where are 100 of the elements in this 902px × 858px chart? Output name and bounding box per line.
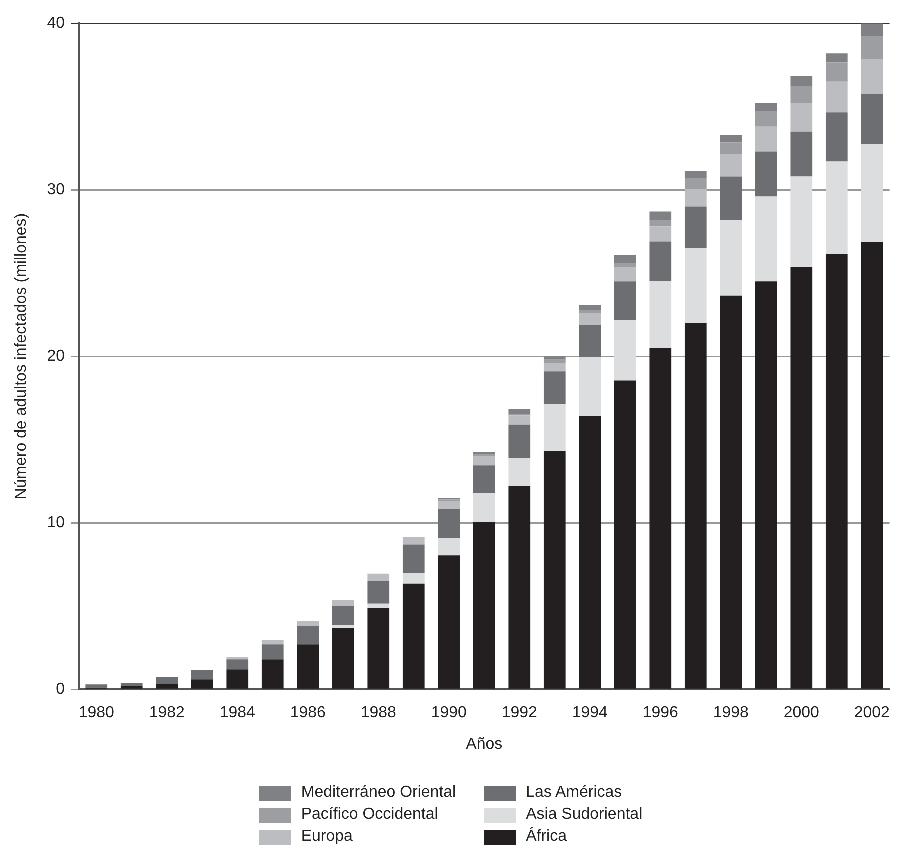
bar	[226, 657, 249, 660]
bar	[332, 600, 354, 606]
bar	[720, 142, 742, 154]
bar	[156, 677, 178, 684]
bar	[650, 220, 672, 227]
bar	[720, 154, 742, 177]
bar	[332, 628, 354, 689]
y-tick-label: 10	[47, 514, 66, 532]
bar	[826, 62, 848, 82]
bar	[861, 24, 884, 36]
bar	[368, 608, 390, 689]
x-tick-label: 1984	[220, 704, 256, 722]
y-tick-label: 20	[47, 348, 66, 366]
bar	[861, 59, 884, 94]
bar	[826, 112, 848, 162]
bar	[402, 537, 425, 545]
bar	[368, 581, 390, 604]
legend-label: Mediterráneo Oriental	[301, 784, 456, 802]
bar	[614, 380, 636, 689]
bar	[262, 644, 284, 660]
bar	[790, 104, 813, 132]
bar	[368, 604, 390, 608]
bar	[473, 456, 496, 466]
x-tick-label: 1980	[78, 704, 115, 722]
bar	[720, 176, 742, 220]
bar	[684, 206, 707, 248]
bar	[790, 132, 813, 177]
bar	[826, 82, 848, 113]
bar	[262, 660, 284, 689]
bar	[156, 684, 178, 689]
bar	[579, 324, 602, 358]
bar	[544, 363, 566, 372]
bar	[579, 313, 602, 325]
legend-label: África	[526, 828, 568, 846]
bar	[544, 452, 566, 689]
x-tick-label: 1998	[713, 704, 750, 722]
bar	[508, 424, 531, 458]
bar	[438, 538, 460, 556]
bar	[614, 255, 636, 264]
bar	[473, 466, 496, 494]
bar	[684, 323, 707, 689]
bar	[755, 282, 778, 689]
bar	[720, 220, 742, 296]
legend-label: Europa	[301, 828, 353, 846]
bar	[614, 282, 636, 320]
x-tick-label: 1992	[502, 704, 538, 722]
bar	[579, 416, 602, 689]
bar	[544, 356, 566, 360]
bar	[790, 268, 813, 689]
bar	[332, 625, 354, 628]
bar	[438, 501, 460, 509]
bar	[614, 320, 636, 381]
bar	[402, 584, 425, 689]
bar	[226, 660, 249, 670]
bar	[720, 135, 742, 143]
bar	[755, 126, 778, 152]
bar	[226, 670, 249, 689]
bar	[684, 170, 707, 178]
bar	[297, 621, 320, 626]
x-tick-label: 1996	[642, 704, 679, 722]
y-tick-label: 0	[56, 681, 66, 698]
bar	[402, 544, 425, 574]
bar	[790, 176, 813, 268]
bar	[473, 493, 496, 522]
bar	[614, 268, 636, 282]
bar	[650, 212, 672, 220]
bar	[650, 348, 672, 689]
x-tick-label: 2000	[784, 704, 820, 722]
bar	[826, 54, 848, 63]
x-tick-label: 1988	[360, 704, 397, 722]
bar	[684, 189, 707, 207]
bar	[120, 682, 143, 686]
bar	[861, 36, 884, 60]
bar	[684, 248, 707, 324]
bar	[508, 458, 531, 486]
bar	[650, 242, 672, 282]
bar	[438, 508, 460, 538]
bar	[755, 152, 778, 197]
legend-label: Las Américas	[526, 784, 622, 802]
x-tick-label: 1986	[290, 704, 326, 722]
bar	[508, 416, 531, 425]
bar	[614, 263, 636, 268]
bar	[861, 94, 884, 144]
bar	[579, 357, 602, 417]
bar	[790, 86, 813, 104]
bar	[368, 574, 390, 582]
bar	[790, 76, 813, 86]
bar	[650, 226, 672, 242]
bar	[861, 144, 884, 243]
y-tick-label: 30	[47, 182, 66, 199]
bar	[544, 404, 566, 452]
bar	[473, 452, 496, 455]
x-tick-label: 1982	[149, 704, 186, 722]
x-tick-label: 2002	[854, 704, 890, 722]
bar	[262, 640, 284, 645]
bar	[297, 626, 320, 645]
bar	[684, 178, 707, 190]
x-axis-title: Años	[466, 736, 503, 753]
bar	[86, 684, 108, 688]
bar	[473, 522, 496, 689]
